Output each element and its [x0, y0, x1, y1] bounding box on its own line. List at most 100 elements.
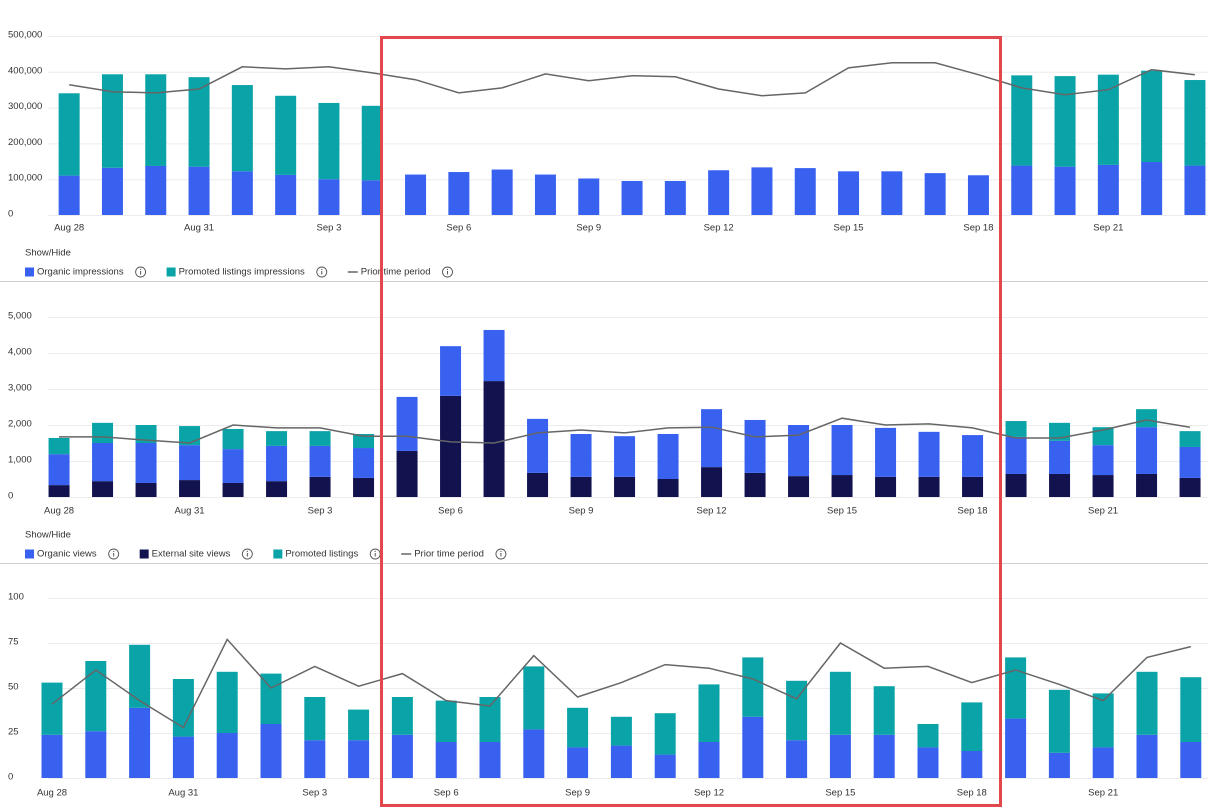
bar [1180, 742, 1202, 778]
bar [786, 740, 808, 778]
bar [135, 443, 157, 483]
bar [610, 716, 632, 746]
bar [875, 427, 897, 477]
bar [440, 346, 462, 396]
legend-swatch [166, 267, 176, 277]
bar [304, 697, 326, 741]
info-icon [241, 548, 253, 560]
bar [527, 418, 549, 473]
legend-item[interactable]: Promoted listings impressions [166, 267, 328, 278]
bar [829, 734, 851, 778]
y-tick-label: 75 [8, 637, 19, 648]
bar [216, 671, 238, 733]
bar [275, 174, 297, 215]
bar [838, 171, 860, 215]
bar [829, 671, 851, 735]
x-tick-label: Sep 18 [963, 223, 993, 234]
x-tick-label: Sep 6 [446, 223, 471, 234]
bar [396, 396, 418, 451]
legend-item[interactable]: Organic views [25, 549, 120, 560]
bar [744, 472, 766, 497]
info-icon-dot [446, 268, 449, 270]
bar [523, 729, 545, 778]
y-tick-label: 4,000 [8, 347, 32, 358]
legend-item[interactable]: External site views [139, 548, 253, 560]
bar [266, 481, 288, 497]
y-tick-label: 5,000 [8, 311, 32, 322]
bar [448, 172, 470, 215]
bar [179, 445, 201, 481]
x-tick-label: Sep 3 [317, 223, 342, 234]
bar [1011, 165, 1033, 215]
bar [1005, 436, 1027, 474]
bar [1005, 473, 1027, 497]
bar [1005, 657, 1027, 719]
chart: 0 1,000 2,000 3,000 4,000 5,000 Aug 28 Aug 31 Se… [8, 311, 1208, 560]
bar [788, 425, 810, 477]
bar [1054, 76, 1076, 167]
bar [435, 742, 457, 778]
y-tick-label: 200,000 [8, 137, 42, 148]
bar [318, 179, 340, 215]
bar [101, 167, 123, 215]
info-icon-dot [500, 550, 502, 553]
bar [172, 736, 194, 778]
bar [353, 434, 375, 449]
bar [567, 747, 589, 778]
bar [701, 409, 723, 468]
prior-period-line [69, 62, 1195, 97]
bar [145, 165, 167, 215]
bar [523, 666, 545, 730]
bar [701, 467, 723, 497]
x-tick-label: Aug 31 [168, 788, 198, 799]
bar [41, 734, 63, 778]
bar [435, 700, 457, 742]
bar [962, 435, 984, 477]
bar [135, 482, 157, 497]
bar [188, 77, 210, 167]
bar [48, 485, 70, 497]
bar [1049, 440, 1071, 474]
bar [918, 476, 940, 497]
chart: 0 100,000 200,000 300,000 400,000 500,000 Aug … [8, 30, 1208, 278]
bar [483, 329, 505, 382]
bar [1141, 70, 1163, 163]
x-tick-label: Sep 21 [1088, 788, 1118, 799]
bar [654, 754, 676, 778]
x-tick-label: Sep 6 [434, 788, 459, 799]
y-tick-label: 300,000 [8, 101, 42, 112]
x-tick-label: Aug 31 [184, 223, 214, 234]
bar [614, 476, 636, 497]
x-tick-label: Sep 9 [569, 506, 594, 517]
legend-swatch [25, 549, 34, 559]
bar [361, 105, 383, 181]
bar [129, 644, 151, 708]
bar [1136, 473, 1158, 497]
x-tick-label: Sep 9 [565, 788, 590, 799]
bar [1092, 475, 1114, 497]
bar [1048, 752, 1070, 778]
legend-item[interactable]: Organic impressions [25, 267, 147, 278]
bar [534, 174, 556, 215]
bar [260, 673, 282, 724]
info-icon [442, 266, 453, 278]
bar [1179, 477, 1201, 497]
bar [309, 445, 331, 477]
bar [1092, 747, 1114, 778]
bar [1097, 74, 1119, 165]
info-icon-dot [374, 550, 376, 553]
bar [92, 443, 114, 482]
bar [479, 697, 501, 742]
bar [1184, 80, 1206, 166]
x-tick-label: Sep 18 [957, 506, 987, 517]
highlight-box [380, 36, 1002, 807]
bar [1048, 689, 1070, 753]
legend-item[interactable]: Promoted listings [273, 549, 381, 560]
bar [101, 74, 123, 168]
legend-item[interactable]: Prior time period [401, 549, 507, 560]
bar [708, 170, 730, 215]
bar [135, 425, 157, 443]
bar [1136, 734, 1158, 778]
legend-item[interactable]: Prior time period [347, 266, 453, 278]
bar [172, 679, 194, 737]
